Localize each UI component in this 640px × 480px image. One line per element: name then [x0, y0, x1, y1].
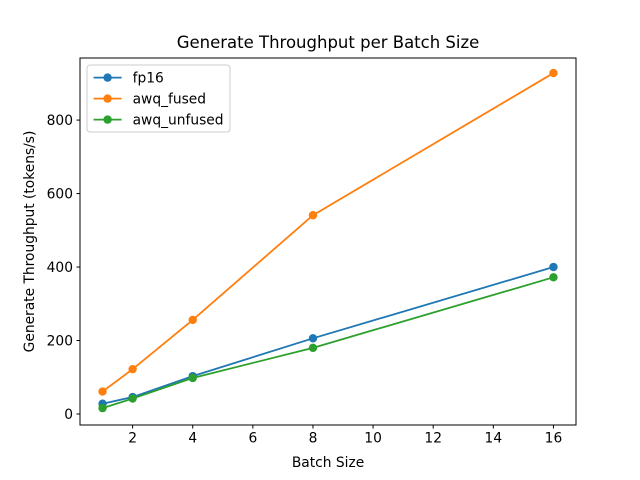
data-point-awq_unfused	[188, 373, 197, 383]
x-tick-label: 2	[128, 431, 137, 447]
data-point-awq_fused	[188, 315, 197, 325]
legend-label-awq_unfused: awq_unfused	[133, 112, 224, 128]
data-point-awq_unfused	[308, 343, 318, 353]
axes-frame	[79, 57, 577, 426]
data-point-awq_fused	[98, 387, 107, 396]
y-tick-label: 400	[47, 260, 73, 276]
legend-marker-awq_unfused	[103, 115, 112, 124]
y-tick-label: 200	[47, 333, 73, 349]
x-tick-label: 16	[545, 431, 563, 447]
x-tick-label: 8	[309, 431, 318, 447]
legend: fp16 awq_fused awq_unfused	[86, 64, 231, 133]
data-point-awq_unfused	[549, 273, 558, 282]
ticks-layer: 2 4 6 8 10 12 14 16 0 200 400 600 800	[47, 113, 563, 447]
series-layer	[98, 68, 558, 413]
y-tick-label: 0	[64, 407, 73, 423]
x-tick-label: 6	[248, 431, 257, 447]
data-point-awq_fused	[549, 68, 558, 78]
legend-marker-awq_fused	[103, 94, 112, 103]
legend-label-fp16: fp16	[133, 70, 164, 86]
x-tick-label: 10	[364, 431, 382, 447]
data-point-awq_fused	[308, 211, 318, 220]
chart-title: Generate Throughput per Batch Size	[177, 33, 480, 52]
legend-marker-fp16	[103, 73, 112, 82]
data-point-fp16	[549, 262, 558, 272]
data-point-fp16	[308, 334, 318, 343]
y-axis-label: Generate Throughput (tokens/s)	[22, 131, 38, 353]
y-tick-label: 800	[47, 113, 73, 129]
data-point-awq_unfused	[128, 394, 137, 403]
x-axis-label: Batch Size	[292, 455, 364, 471]
legend-label-awq_fused: awq_fused	[133, 91, 206, 107]
legend-frame	[86, 64, 231, 133]
data-point-awq_fused	[128, 364, 137, 374]
x-tick-label: 14	[485, 431, 503, 447]
x-tick-label: 12	[424, 431, 442, 447]
y-tick-label: 600	[47, 186, 73, 202]
x-tick-label: 4	[188, 431, 197, 447]
data-point-awq_unfused	[98, 403, 107, 413]
